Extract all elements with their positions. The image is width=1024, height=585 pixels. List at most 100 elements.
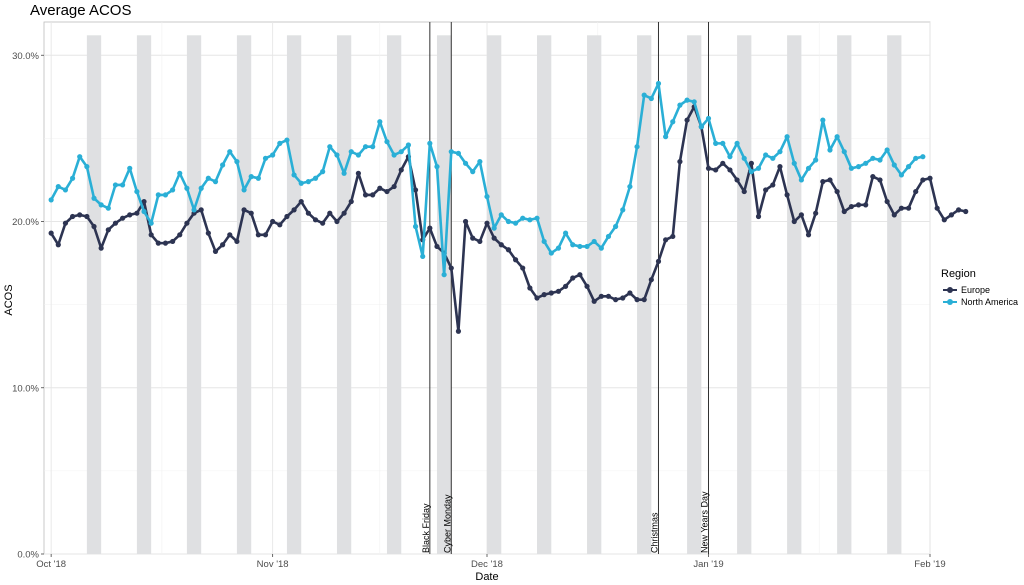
data-point-europe — [141, 198, 147, 205]
data-point-north-america — [784, 134, 790, 140]
data-point-north-america — [670, 119, 676, 125]
data-point-europe — [898, 205, 905, 211]
data-point-north-america — [212, 179, 219, 185]
weekend-band — [336, 35, 352, 555]
data-point-north-america — [505, 218, 512, 225]
data-point-europe — [827, 177, 833, 183]
data-point-europe — [162, 240, 169, 246]
data-point-north-america — [255, 175, 261, 181]
data-point-north-america — [334, 152, 340, 158]
data-point-europe — [212, 248, 219, 255]
data-point-north-america — [105, 205, 111, 211]
legend-marker-north-america — [947, 299, 953, 305]
data-point-europe — [291, 207, 297, 213]
data-point-north-america — [641, 92, 647, 98]
data-point-north-america — [913, 155, 919, 161]
y-tick-label: 30.0% — [12, 51, 39, 62]
data-point-north-america — [170, 187, 176, 193]
data-point-north-america — [312, 175, 319, 181]
data-point-north-america — [362, 144, 369, 150]
data-point-europe — [98, 245, 104, 251]
data-point-north-america — [598, 245, 604, 251]
weekend-band — [386, 35, 402, 555]
data-point-europe — [805, 232, 812, 238]
data-point-north-america — [305, 179, 311, 185]
data-point-north-america — [462, 160, 469, 166]
data-point-europe — [941, 217, 947, 223]
data-point-europe — [877, 177, 883, 183]
weekend-band — [587, 35, 602, 555]
x-tick-label: Oct '18 — [36, 559, 66, 570]
data-point-north-america — [455, 150, 462, 156]
data-point-europe — [427, 225, 433, 231]
weekend-band — [436, 35, 452, 555]
data-point-europe — [298, 198, 304, 205]
data-point-europe — [241, 207, 247, 213]
data-point-north-america — [627, 183, 633, 190]
data-point-europe — [477, 238, 483, 245]
legend: Region Europe North America — [941, 268, 1018, 307]
data-point-europe — [248, 210, 254, 216]
data-point-europe — [948, 212, 955, 218]
data-point-north-america — [548, 250, 554, 256]
data-point-north-america — [863, 160, 869, 166]
data-point-europe — [377, 185, 383, 191]
data-point-north-america — [248, 174, 254, 180]
data-point-north-america — [477, 159, 483, 165]
data-point-north-america — [613, 223, 619, 230]
x-axis-ticks: Oct '18 Nov '18 Dec '18 Jan '19 Feb '19 — [36, 554, 946, 570]
data-point-north-america — [663, 134, 669, 140]
weekend-band — [837, 35, 852, 555]
data-point-north-america — [791, 160, 797, 166]
data-point-north-america — [605, 233, 612, 240]
data-point-north-america — [434, 164, 440, 170]
data-point-north-america — [534, 215, 540, 221]
data-point-europe — [963, 208, 969, 215]
data-point-europe — [648, 277, 654, 283]
data-point-north-america — [298, 180, 304, 186]
data-point-europe — [720, 160, 726, 166]
data-point-europe — [327, 210, 333, 216]
data-point-europe — [305, 210, 311, 216]
data-point-europe — [934, 205, 940, 211]
data-point-europe — [155, 240, 161, 246]
data-point-north-america — [805, 165, 812, 171]
data-point-north-america — [184, 185, 190, 191]
data-point-europe — [498, 242, 504, 248]
data-point-north-america — [198, 185, 204, 191]
data-point-north-america — [748, 169, 754, 175]
data-point-north-america — [584, 243, 590, 250]
data-point-europe — [277, 222, 283, 228]
data-point-europe — [205, 230, 211, 236]
data-point-north-america — [870, 155, 876, 161]
data-point-europe — [820, 179, 826, 185]
data-point-north-america — [577, 243, 583, 250]
data-point-north-america — [920, 154, 926, 160]
data-point-europe — [855, 202, 862, 208]
data-point-north-america — [755, 165, 762, 171]
data-point-north-america — [77, 154, 83, 160]
data-point-europe — [813, 210, 819, 216]
data-point-europe — [627, 290, 633, 296]
data-point-europe — [727, 167, 733, 173]
data-point-europe — [613, 297, 619, 303]
data-point-north-america — [891, 162, 897, 168]
data-point-europe — [362, 192, 369, 198]
data-point-north-america — [112, 182, 119, 188]
x-tick-label: Nov '18 — [257, 559, 289, 570]
data-point-europe — [62, 220, 69, 226]
data-point-north-america — [512, 220, 519, 226]
data-point-europe — [913, 188, 919, 195]
weekend-band — [286, 35, 302, 555]
event-label: Cyber Monday — [442, 494, 452, 553]
data-point-north-america — [355, 152, 361, 158]
data-point-north-america — [420, 253, 426, 260]
data-point-north-america — [591, 238, 597, 245]
data-point-north-america — [284, 137, 290, 143]
data-point-north-america — [427, 140, 433, 146]
data-point-north-america — [498, 212, 504, 218]
data-point-north-america — [241, 187, 247, 193]
data-point-north-america — [341, 170, 347, 176]
data-point-europe — [798, 212, 804, 218]
data-point-europe — [127, 212, 133, 218]
